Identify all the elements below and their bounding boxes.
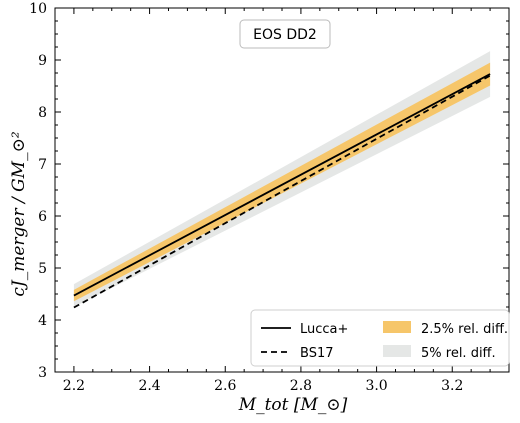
x-tick-label: 2.2 bbox=[63, 378, 85, 394]
title-box: EOS DD2 bbox=[239, 19, 331, 49]
y-axis-label: cJ_merger / GM_⊙² bbox=[9, 131, 29, 296]
x-axis-label: M_tot [M_⊙] bbox=[238, 395, 348, 415]
x-tick-label: 2.6 bbox=[214, 378, 236, 394]
y-tick-label: 3 bbox=[38, 365, 47, 381]
y-tick-label: 9 bbox=[38, 53, 47, 69]
legend-frame bbox=[250, 309, 510, 367]
x-tick-label: 2.8 bbox=[290, 378, 312, 394]
legend-swatch-band-5 bbox=[383, 345, 411, 357]
legend-label-bs17: BS17 bbox=[300, 346, 333, 361]
lines-layer bbox=[73, 73, 491, 309]
series-line-lucca- bbox=[73, 73, 491, 297]
y-tick-label: 4 bbox=[38, 313, 47, 329]
x-tick-label: 3.2 bbox=[441, 378, 463, 394]
band-2-5-rel-diff- bbox=[73, 62, 491, 302]
legend-label-band-2_5: 2.5% rel. diff. bbox=[421, 322, 508, 337]
bands-layer bbox=[73, 51, 491, 307]
y-tick-label: 8 bbox=[38, 105, 47, 121]
y-tick-label: 7 bbox=[38, 157, 47, 173]
legend: Lucca+ BS17 2.5% rel. diff. 5% rel. diff… bbox=[250, 309, 510, 367]
y-tick-label: 6 bbox=[38, 209, 47, 225]
title-frame bbox=[239, 19, 331, 49]
legend-label-lucca: Lucca+ bbox=[300, 322, 348, 337]
y-tick-label: 10 bbox=[29, 1, 47, 17]
ticks-layer: 2.2 2.4 2.6 2.8 3.0 3.2 3 4 5 6 7 8 9 10 bbox=[29, 1, 510, 394]
x-tick-label: 3.0 bbox=[365, 378, 387, 394]
legend-swatch-band-2_5 bbox=[383, 321, 411, 333]
legend-label-band-5: 5% rel. diff. bbox=[421, 346, 496, 361]
chart-title: EOS DD2 bbox=[253, 27, 317, 43]
y-tick-label: 5 bbox=[38, 261, 47, 277]
x-tick-label: 2.4 bbox=[138, 378, 160, 394]
